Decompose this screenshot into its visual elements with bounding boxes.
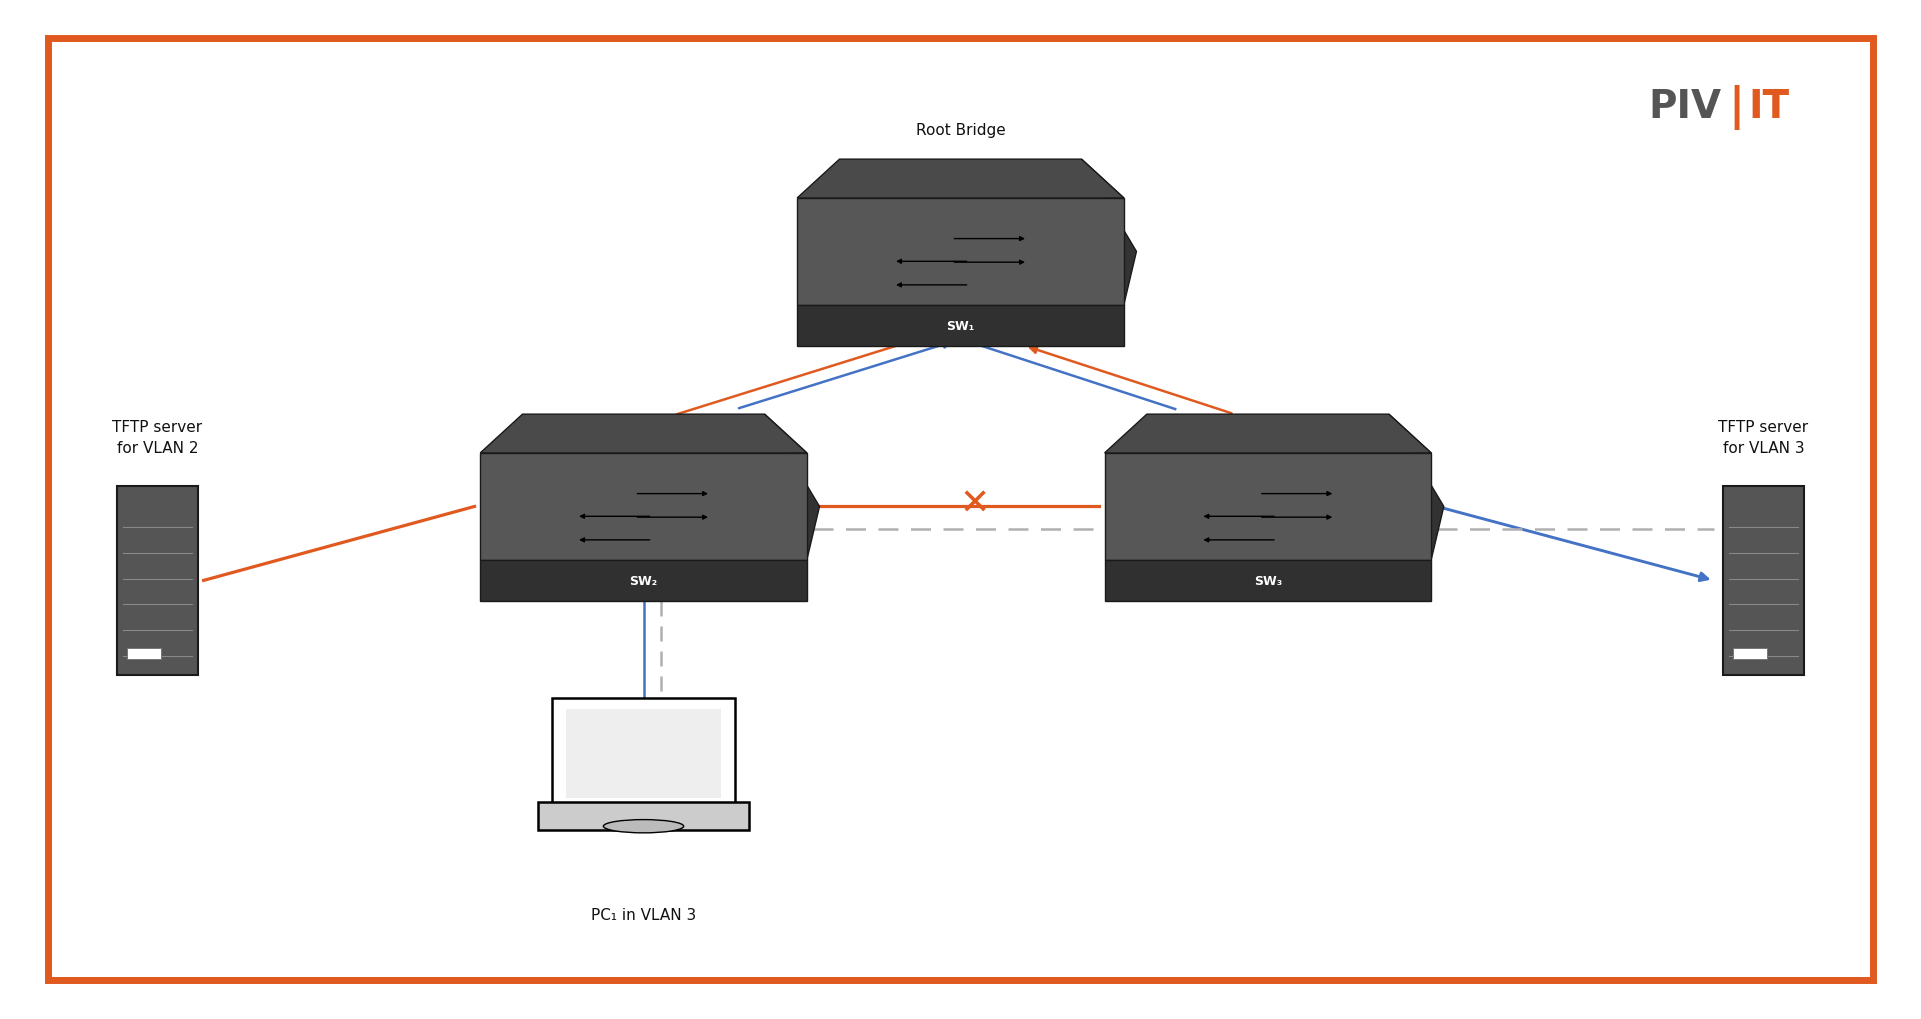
Bar: [538, 802, 749, 830]
Text: IT: IT: [1748, 88, 1788, 126]
Bar: [480, 560, 807, 601]
Bar: [1723, 486, 1804, 675]
Bar: [127, 648, 161, 660]
Text: |: |: [1729, 85, 1744, 129]
Text: TFTP server
for VLAN 3: TFTP server for VLAN 3: [1719, 420, 1808, 455]
Polygon shape: [1082, 160, 1137, 306]
Bar: [117, 486, 198, 675]
Bar: [797, 199, 1124, 306]
Text: PC₁ in VLAN 3: PC₁ in VLAN 3: [592, 907, 695, 922]
Bar: [553, 698, 734, 805]
Text: SW₂: SW₂: [630, 575, 657, 587]
Bar: [1733, 648, 1767, 660]
Bar: [565, 709, 722, 798]
Polygon shape: [480, 415, 807, 453]
Polygon shape: [797, 160, 1124, 199]
Text: SW₁: SW₁: [947, 320, 974, 332]
Polygon shape: [1389, 415, 1445, 560]
Ellipse shape: [603, 819, 684, 834]
Bar: [1105, 560, 1431, 601]
Bar: [797, 306, 1124, 346]
Text: ✕: ✕: [960, 487, 989, 521]
Polygon shape: [1105, 415, 1431, 453]
Polygon shape: [765, 415, 820, 560]
Bar: [1105, 453, 1431, 560]
Text: PIV: PIV: [1648, 88, 1721, 126]
Text: TFTP server
for VLAN 2: TFTP server for VLAN 2: [113, 420, 202, 455]
Text: Root Bridge: Root Bridge: [916, 122, 1005, 138]
Bar: [480, 453, 807, 560]
Text: SW₃: SW₃: [1254, 575, 1281, 587]
